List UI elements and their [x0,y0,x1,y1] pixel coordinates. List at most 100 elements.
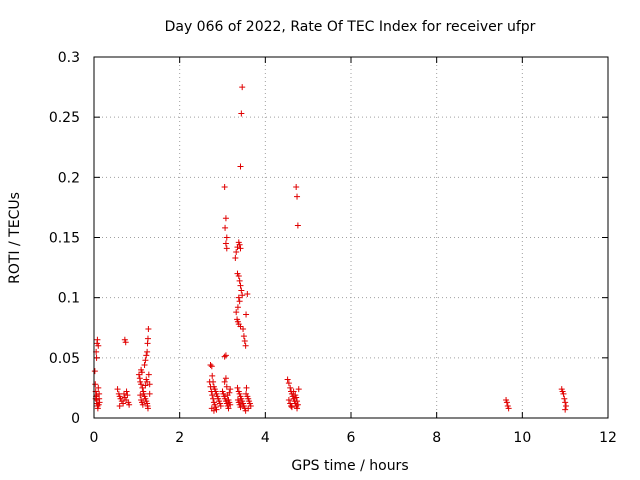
data-point [93,392,100,399]
data-point [95,342,102,349]
data-point [146,381,153,388]
data-point [237,404,244,411]
data-point [294,193,301,200]
data-point [240,333,247,340]
data-point [563,402,570,409]
data-point [222,375,229,382]
data-point [239,84,246,91]
data-point [210,395,217,402]
y-tick-label: 0.05 [49,351,80,367]
data-point [213,406,220,413]
data-point [144,405,151,412]
data-point [233,248,240,255]
data-point [221,183,228,190]
plot-frame [93,56,609,419]
y-axis-label: ROTI / TECUs [7,192,23,284]
data-point [92,381,99,388]
data-point [94,405,101,412]
data-point [222,352,229,359]
data-point [243,311,250,318]
data-point [562,406,569,413]
data-point [240,325,247,332]
data-point [294,401,301,408]
data-point [244,291,251,298]
data-point [144,335,151,342]
data-point [93,354,100,361]
data-point [234,384,241,391]
data-point [237,163,244,170]
data-point [562,399,569,406]
data-point [294,405,301,412]
y-tick-label: 0.1 [58,291,80,307]
data-point [236,277,243,284]
data-point [122,339,129,346]
data-point [138,369,145,376]
data-point [209,392,216,399]
data-point [208,363,215,370]
chart-title: Day 066 of 2022, Rate Of TEC Index for r… [165,19,536,35]
data-point [237,282,244,289]
data-point [221,353,228,360]
y-tick-label: 0.2 [58,170,80,186]
data-point [234,304,241,311]
grid-lines [94,57,608,418]
x-tick-label: 6 [347,430,356,446]
data-point [233,309,240,316]
data-point [288,404,295,411]
y-tick-label: 0.15 [49,231,80,247]
data-point [243,384,250,391]
data-point [285,380,292,387]
data-point [141,362,148,369]
data-point [222,224,229,231]
data-point [294,222,301,229]
data-point [295,386,302,393]
data-point [284,376,291,383]
data-point [245,405,252,412]
data-point [238,110,245,117]
x-tick-label: 10 [513,430,531,446]
data-point [232,254,239,261]
data-point [222,215,229,222]
data-point [285,396,292,403]
data-point [505,405,512,412]
data-point [95,384,102,391]
data-point [288,402,295,409]
data-point [123,388,130,395]
data-point [146,390,153,397]
x-tick-label: 2 [175,430,184,446]
data-point [293,394,300,401]
x-tick-label: 8 [432,430,441,446]
data-point [242,342,249,349]
data-point [95,401,102,408]
data-point [221,378,228,385]
data-point [238,287,245,294]
data-point [91,368,98,375]
data-point [241,337,248,344]
y-tick-label: 0.25 [49,110,80,126]
data-point [287,384,294,391]
data-point [126,401,133,408]
data-point [94,336,101,343]
data-point [138,381,145,388]
data-point [137,392,144,399]
data-point [236,241,243,248]
data-point [142,357,149,364]
data-point [293,183,300,190]
data-point [143,352,150,359]
x-tick-label: 12 [599,430,617,446]
data-point [124,392,131,399]
data-point [139,401,146,408]
data-point [120,400,127,407]
data-point [210,407,217,414]
data-point [210,378,217,385]
data-point [225,405,232,412]
data-point [207,362,214,369]
data-point [116,402,123,409]
data-point [237,245,244,252]
tick-labels: 0 2 4 6 8 10 12 0 0.05 0.1 0.15 0.2 0.25 0.3 [49,50,617,446]
data-point [503,399,510,406]
x-axis-label: GPS time / hours [291,458,408,474]
data-point [223,234,230,241]
x-tick-label: 4 [261,430,270,446]
